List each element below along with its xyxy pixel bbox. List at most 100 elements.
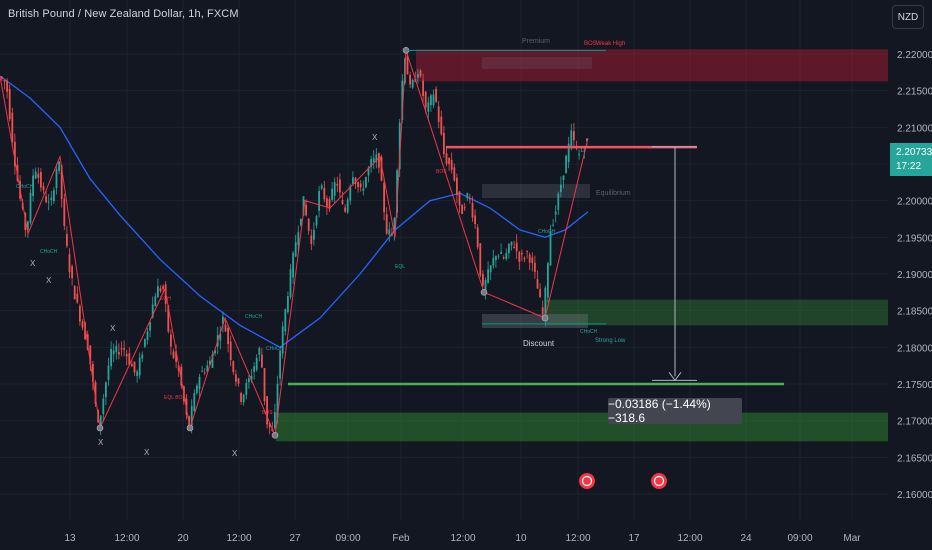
candle-body [398,122,401,170]
structure-annotation: CHoCH [40,249,58,255]
candle-body [125,354,128,357]
structure-annotation: EQL [395,264,405,270]
candle-body [554,211,557,215]
candle-body [458,191,461,206]
candle-body [463,207,466,209]
candle-body [214,350,216,354]
candle-body [474,215,476,225]
candle-body [232,361,235,373]
economic-event-icon-ring [581,475,593,487]
x-axis-tick-label: 12:00 [677,533,702,544]
candle-body [489,265,492,273]
supply-zone [416,49,888,82]
candle-body [219,333,222,341]
bos-label: BOS [584,41,597,47]
structure-x-mark: X [232,449,238,458]
candle-body [365,177,367,188]
candle-body [27,221,29,230]
candle-body [284,309,287,332]
x-axis-tick-label: Feb [392,533,410,544]
candle-body [211,354,214,368]
candle-body [385,214,388,234]
candle-body [476,227,479,248]
candle-body [300,218,302,226]
candle-body [430,95,432,106]
candle-body [159,288,162,292]
candle-body [263,368,266,402]
candle-body [133,361,136,373]
candle-body [336,183,339,186]
candle-body [495,256,497,261]
candle-body [76,293,79,303]
candle-body [118,351,120,355]
candle-body [567,143,570,163]
candle-body [333,182,336,196]
candle-body [40,172,42,188]
moving-average-line [0,75,589,349]
y-axis-tick-label: 2.16000 [897,490,932,501]
candle-body [224,324,227,332]
candle-body [255,357,258,370]
candle-body [79,306,81,322]
premium-zone [482,57,592,69]
candle-body [167,305,170,332]
candle-body [417,74,419,78]
candle-body [549,231,552,266]
candle-body [528,254,531,263]
candle-body [110,349,112,367]
candle-body [513,246,515,248]
candle-body [198,376,201,389]
candle-body [175,351,177,362]
structure-annotation: CHoCH [538,229,556,235]
candle-body [123,348,125,350]
candle-body [144,339,146,347]
candle-body [573,131,575,141]
y-axis-tick-label: 2.21500 [897,87,932,98]
candle-body [8,88,11,120]
economic-event-icon [579,473,595,489]
candle-body [435,88,437,102]
candle-body [419,70,422,77]
candle-body [222,316,224,325]
candle-body [281,326,284,354]
candle-body [378,153,380,168]
candle-body [120,348,123,350]
y-axis-tick-label: 2.20000 [897,197,932,208]
candle-body [375,154,378,163]
candle-body [50,197,53,200]
candle-body [266,396,268,425]
candle-body [151,304,154,318]
candle-body [146,331,149,341]
candle-body [313,229,315,240]
candle-body [45,196,47,203]
candle-body [279,350,281,379]
candle-body [245,382,248,395]
candle-body [287,296,289,312]
structure-annotation: EQL BOS [164,395,186,401]
candle-body [73,285,76,300]
bar-countdown: 17:22 [896,160,922,172]
candle-body [443,132,445,154]
candle-body [3,79,6,82]
candle-body [515,242,518,252]
y-axis-tick-label: 2.18000 [897,343,932,354]
candle-body [42,186,45,191]
swing-point-marker [186,424,194,432]
candle-body [37,173,40,179]
candle-body [292,252,294,278]
candle-body [393,218,396,234]
candle-body [34,171,37,179]
candle-body [466,193,469,199]
candle-body [154,296,157,307]
candle-body [107,365,110,380]
candle-body [105,382,107,398]
candle-body [136,371,138,377]
x-axis-tick-label: 12:00 [565,533,590,544]
candle-body [297,232,300,246]
currency-button[interactable]: NZD [892,5,924,29]
candle-body [505,253,508,260]
candle-body [352,177,354,185]
candle-body [502,257,505,259]
last-price-badge: 2.20733 17:22 [890,143,932,176]
